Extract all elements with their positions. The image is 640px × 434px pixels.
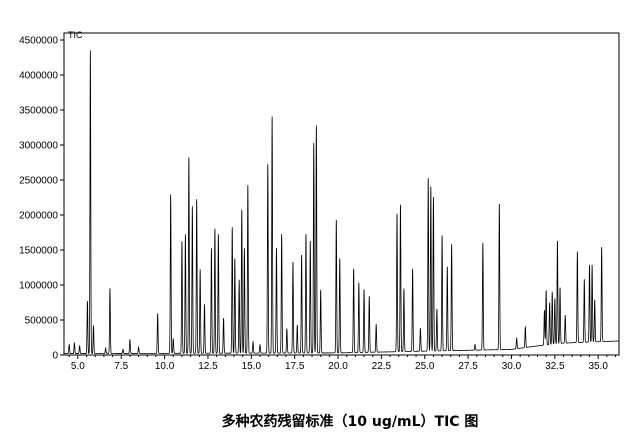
y-tick-label: 4500000 (19, 36, 58, 47)
chart-title: 多种农药残留标准（10 ug/mL）TIC 图 (221, 414, 479, 430)
x-tick-label: 35.0 (588, 361, 608, 372)
x-tick-label: 7.5 (114, 361, 128, 372)
x-tick-label: 15.0 (242, 361, 262, 372)
x-tick-label: 10.0 (155, 361, 175, 372)
y-tick-label: 0 (52, 351, 58, 362)
trace-label: TIC (68, 30, 83, 40)
y-tick-label: 4000000 (19, 71, 58, 82)
y-tick-label: 2500000 (19, 176, 58, 187)
x-tick-label: 17.5 (285, 361, 305, 372)
x-tick-label: 22.5 (372, 361, 392, 372)
x-tick-label: 27.5 (458, 361, 478, 372)
y-tick-label: 3000000 (19, 141, 58, 152)
x-tick-label: 5.0 (71, 361, 85, 372)
x-tick-label: 12.5 (198, 361, 218, 372)
y-tick-label: 500000 (25, 316, 59, 327)
y-tick-label: 1000000 (19, 281, 58, 292)
tic-trace-line (64, 50, 619, 354)
x-tick-label: 32.5 (545, 361, 565, 372)
y-tick-label: 3500000 (19, 106, 58, 117)
x-tick-label: 30.0 (502, 361, 522, 372)
plot-frame (63, 32, 620, 356)
y-axis-ticks: 0 500000 1000000 1500000 2000000 2500000 30000… (19, 36, 64, 362)
x-tick-label: 20.0 (328, 361, 348, 372)
x-axis-ticks: 5.0 7.5 10.0 12.5 15.0 17.5 20.0 22.5 25.0 27.5 30… (68, 355, 617, 372)
y-tick-label: 1500000 (19, 246, 58, 257)
x-tick-label: 25.0 (415, 361, 435, 372)
y-tick-label: 2000000 (19, 211, 58, 222)
tic-chromatogram-chart: TIC 0 500000 1000000 1500000 2000000 2500000 3… (19, 30, 620, 372)
